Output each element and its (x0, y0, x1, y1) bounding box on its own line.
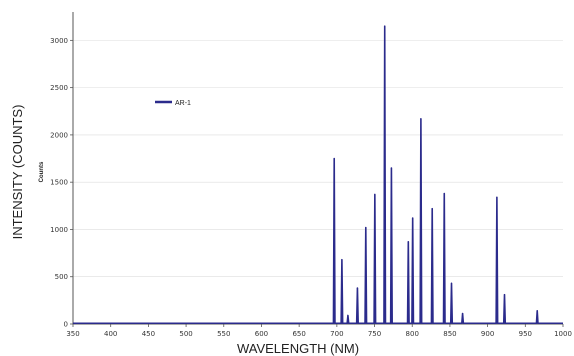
legend-label: AR-1 (175, 100, 191, 107)
x-tick-label: 600 (255, 330, 268, 338)
grid-lines (73, 40, 563, 278)
peak-point (461, 313, 464, 315)
peak-point (347, 314, 349, 317)
peak-point (496, 196, 498, 198)
peak-point (536, 310, 538, 312)
y-tick-label: 2000 (50, 131, 68, 139)
x-tick-label: 400 (104, 330, 117, 338)
x-tick-label: 800 (406, 330, 419, 338)
y-tick-labels: 0 500 1000 1500 2000 2500 3000 (50, 37, 73, 329)
x-tick-label: 950 (519, 330, 532, 338)
inner-y-axis-label: Counts (39, 161, 45, 182)
y-tick-label: 1500 (50, 179, 68, 187)
peak-point (341, 259, 343, 261)
axes (72, 12, 563, 325)
x-tick-label: 1000 (554, 330, 572, 338)
x-tick-label: 700 (330, 330, 343, 338)
series-ar-1 (73, 25, 563, 325)
x-tick-label: 850 (443, 330, 456, 338)
legend: AR-1 (155, 100, 191, 107)
x-tick-label: 500 (179, 330, 192, 338)
peak-point (412, 217, 414, 219)
peak-point (374, 193, 376, 196)
peak-point (333, 157, 335, 160)
x-tick-labels: 350 400 450 500 550 600 650 700 750 800 850 900 950 1… (66, 324, 572, 338)
y-axis-title: INTENSITY (COUNTS) (10, 105, 25, 240)
series-line (73, 25, 563, 325)
peak-point (356, 287, 359, 289)
peak-point (365, 226, 367, 229)
y-tick-label: 2500 (50, 84, 68, 92)
peak-point (407, 241, 409, 243)
x-tick-label: 350 (66, 330, 79, 338)
x-tick-label: 750 (368, 330, 381, 338)
x-tick-label: 650 (292, 330, 305, 338)
y-tick-label: 500 (55, 273, 68, 281)
x-axis-title: WAVELENGTH (NM) (237, 341, 359, 356)
peak-point (390, 167, 393, 169)
y-tick-label: 3000 (50, 37, 68, 45)
peak-point (384, 25, 386, 27)
peak-point (420, 118, 422, 120)
peak-point (450, 282, 453, 284)
y-tick-label: 0 (64, 321, 68, 329)
y-tick-label: 1000 (50, 226, 68, 234)
x-tick-label: 550 (217, 330, 230, 338)
x-tick-label: 900 (481, 330, 494, 338)
peak-point (503, 294, 506, 296)
peak-point (443, 192, 445, 195)
x-tick-label: 450 (142, 330, 155, 338)
peak-point (431, 208, 433, 210)
